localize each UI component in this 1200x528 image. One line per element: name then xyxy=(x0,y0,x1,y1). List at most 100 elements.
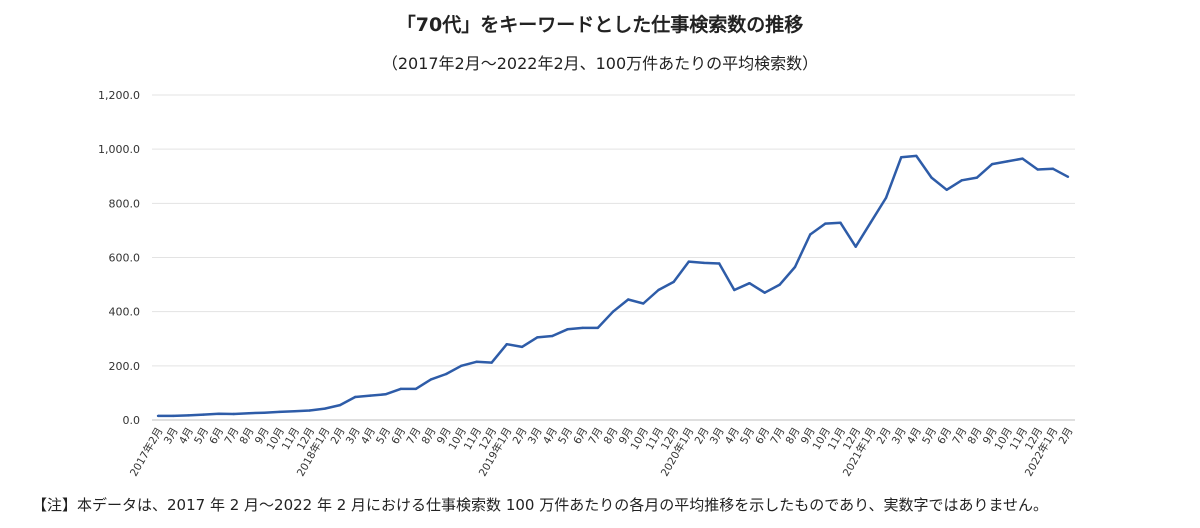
data-point xyxy=(293,410,296,413)
data-point xyxy=(232,412,235,416)
data-point xyxy=(1066,175,1070,178)
data-point xyxy=(642,302,645,305)
x-tick-label: 4月 xyxy=(905,426,924,447)
data-point xyxy=(778,283,781,286)
x-tick-label: 7月 xyxy=(404,426,423,447)
data-point xyxy=(733,288,736,292)
data-point xyxy=(414,387,417,391)
data-point xyxy=(596,326,599,330)
data-point xyxy=(536,336,539,339)
y-axis-ticks: 0.0 200.0 400.0 600.0 800.0 1,000.0 1,200.0 xyxy=(98,89,140,427)
x-tick-label: 6月 xyxy=(753,426,772,447)
data-point xyxy=(399,387,402,391)
x-tick-label: 2月 xyxy=(1057,426,1076,447)
x-tick-label: 6月 xyxy=(207,426,226,447)
x-tick-label: 5月 xyxy=(556,426,575,447)
x-tick-label: 2月 xyxy=(511,426,530,447)
data-point xyxy=(718,262,721,265)
data-point xyxy=(247,412,251,415)
data-point xyxy=(1051,167,1055,170)
x-tick-label: 3月 xyxy=(526,426,545,447)
data-point xyxy=(611,310,615,313)
data-point xyxy=(475,360,478,363)
data-point xyxy=(172,414,175,418)
x-tick-label: 4月 xyxy=(723,426,742,447)
data-point xyxy=(991,162,994,166)
x-tick-label: 8月 xyxy=(238,426,257,447)
x-tick-label: 2017年2月 xyxy=(127,425,165,479)
data-point xyxy=(581,326,584,330)
data-point xyxy=(809,233,812,236)
x-tick-label: 2月 xyxy=(875,426,894,447)
data-point xyxy=(930,176,933,179)
data-point xyxy=(1021,157,1024,160)
x-tick-label: 7月 xyxy=(586,426,605,447)
x-tick-label: 8月 xyxy=(602,426,621,447)
data-point xyxy=(657,288,660,292)
x-tick-label: 8月 xyxy=(784,426,803,447)
x-tick-label: 3月 xyxy=(344,426,363,447)
data-point xyxy=(702,261,706,265)
data-point xyxy=(839,221,842,224)
chart-subtitle: （2017年2月〜2022年2月、100万件あたりの平均検索数） xyxy=(381,54,819,73)
data-point xyxy=(945,188,948,191)
x-tick-label: 5月 xyxy=(374,426,393,447)
data-point xyxy=(566,328,569,331)
x-tick-label: 6月 xyxy=(935,426,954,447)
data-point xyxy=(156,414,160,418)
data-point xyxy=(793,265,797,269)
x-tick-label: 3月 xyxy=(162,426,181,447)
grid-lines xyxy=(152,94,1075,421)
x-tick-label: 5月 xyxy=(738,426,757,447)
y-tick-label: 1,200.0 xyxy=(98,89,140,102)
x-tick-label: 5月 xyxy=(192,426,211,447)
data-point xyxy=(354,395,357,399)
series-line xyxy=(158,154,1069,418)
data-point xyxy=(854,245,857,248)
data-point xyxy=(263,411,266,414)
y-tick-label: 400.0 xyxy=(109,306,141,319)
data-point xyxy=(429,378,433,381)
data-point xyxy=(323,407,326,410)
data-point xyxy=(763,291,766,294)
data-point xyxy=(187,414,190,417)
x-tick-label: 4月 xyxy=(359,426,378,447)
data-point xyxy=(505,343,508,346)
x-tick-label: 7月 xyxy=(768,426,787,447)
data-point xyxy=(824,222,827,225)
data-point xyxy=(900,156,903,159)
x-axis-ticks: 2017年2月3月4月5月6月7月8月9月10月11月12月2018年1月2月3… xyxy=(127,425,1075,479)
data-point xyxy=(960,179,963,182)
x-tick-label: 6月 xyxy=(389,426,408,447)
data-point xyxy=(308,409,311,412)
data-point xyxy=(460,364,463,367)
x-tick-label: 8月 xyxy=(420,426,439,447)
data-point xyxy=(338,403,342,407)
data-point xyxy=(672,280,675,284)
x-tick-label: 6月 xyxy=(571,426,590,447)
data-point xyxy=(869,221,872,224)
footnote: 【注】本データは、2017 年 2 月〜2022 年 2 月における仕事検索数 … xyxy=(32,496,1049,514)
data-point xyxy=(369,394,372,397)
x-tick-label: 2月 xyxy=(693,426,712,447)
chart-title: 「70代」をキーワードとした仕事検索数の推移 xyxy=(396,14,804,36)
data-point xyxy=(384,393,387,396)
x-tick-label: 7月 xyxy=(950,426,969,447)
data-point xyxy=(687,260,690,263)
x-tick-label: 2月 xyxy=(329,426,348,447)
x-tick-label: 3月 xyxy=(708,426,727,447)
y-tick-label: 600.0 xyxy=(109,252,141,265)
data-point xyxy=(217,412,220,415)
y-tick-label: 0.0 xyxy=(123,414,141,427)
data-point xyxy=(490,361,493,364)
data-point xyxy=(1006,160,1009,163)
data-point xyxy=(551,334,554,338)
data-point xyxy=(520,345,524,349)
y-tick-label: 1,000.0 xyxy=(98,143,140,156)
x-tick-label: 4月 xyxy=(541,426,560,447)
data-point xyxy=(1036,168,1039,171)
x-tick-label: 7月 xyxy=(222,426,241,447)
data-point xyxy=(278,410,281,414)
x-tick-label: 8月 xyxy=(966,426,985,447)
